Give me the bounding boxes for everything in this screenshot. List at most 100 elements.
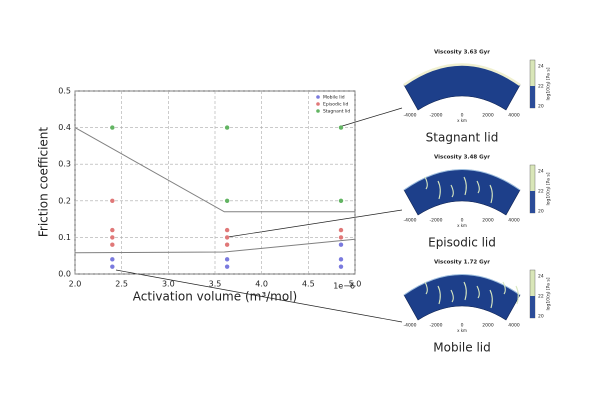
panel-x-tick: -2000 — [429, 323, 442, 329]
panel-label: Mobile lid — [433, 341, 490, 355]
colorbar-tick: 22 — [538, 84, 544, 90]
plume — [476, 180, 480, 194]
point — [110, 264, 115, 269]
point — [110, 125, 115, 130]
plume — [437, 285, 441, 305]
mantle-section — [403, 64, 521, 111]
point — [338, 235, 344, 240]
mantle-section — [403, 169, 521, 216]
plume — [463, 176, 467, 196]
x-tick-label: 2.5 — [115, 280, 128, 289]
point — [110, 257, 115, 262]
panel-title: Viscosity 3.48 Gyr — [434, 155, 490, 161]
mantle-section — [403, 274, 521, 321]
plume — [424, 176, 428, 190]
colorbar-tick: 24 — [538, 169, 544, 175]
plume — [502, 281, 506, 295]
point — [224, 198, 230, 203]
colorbar-low — [530, 296, 535, 318]
y-tick-label: 0.4 — [58, 123, 71, 132]
x-tick-label: 4.0 — [255, 280, 268, 289]
y-tick-label: 0.1 — [58, 233, 71, 242]
plume — [476, 285, 480, 299]
panel-x-tick: 0 — [461, 323, 464, 329]
colorbar-label: log10(η) [Pa s] — [546, 172, 552, 205]
plume — [489, 184, 493, 204]
plume — [424, 281, 428, 295]
colorbar-label: log10(η) [Pa s] — [546, 67, 552, 100]
point — [224, 257, 230, 262]
point — [224, 242, 230, 247]
colorbar-tick: 24 — [538, 64, 544, 70]
point — [338, 227, 344, 233]
panel-x-label: x km — [457, 118, 467, 123]
legend-marker — [316, 102, 320, 106]
plume — [450, 289, 454, 303]
x-tick-label: 2.0 — [69, 280, 82, 289]
colorbar-low — [530, 191, 535, 213]
colorbar-tick: 20 — [538, 209, 544, 215]
panel-x-tick: 0 — [461, 113, 464, 119]
y-tick-label: 0.0 — [58, 270, 71, 279]
panel-x-tick: 4000 — [508, 113, 520, 119]
plume — [437, 180, 441, 200]
point — [338, 198, 344, 203]
panel-x-tick: -2000 — [429, 113, 442, 119]
panel-x-tick: -2000 — [429, 218, 442, 224]
panel-x-tick: -4000 — [403, 218, 416, 224]
panel-x-tick: -4000 — [403, 113, 416, 119]
y-tick-label: 0.2 — [58, 196, 71, 205]
boundary-line — [74, 238, 356, 254]
colorbar-tick: 20 — [538, 104, 544, 110]
legend-marker — [316, 109, 320, 113]
colorbar-tick: 20 — [538, 314, 544, 320]
panel-x-tick: 2000 — [482, 113, 494, 119]
x-tick-label: 5.0 — [349, 280, 362, 289]
x-axis-label: Activation volume (m³/mol) — [133, 290, 297, 304]
x-tick-label: 3.5 — [209, 280, 222, 289]
point — [224, 264, 230, 269]
colorbar-tick: 22 — [538, 189, 544, 195]
x-tick-label: 3.0 — [162, 280, 175, 289]
point — [224, 227, 230, 233]
point — [338, 257, 344, 262]
colorbar-low — [530, 86, 535, 108]
connector — [227, 209, 403, 238]
point — [110, 198, 115, 203]
legend-label: Stagnant lid — [323, 109, 350, 115]
lid-surface — [403, 63, 521, 87]
connector — [338, 107, 403, 128]
connector — [115, 269, 403, 323]
panel-x-tick: -4000 — [403, 323, 416, 329]
panel-title: Viscosity 1.72 Gyr — [434, 260, 490, 266]
y-axis-label: Friction coefficient — [37, 127, 51, 238]
point — [110, 227, 115, 233]
panel-label: Stagnant lid — [426, 131, 499, 145]
point — [224, 235, 230, 240]
plume — [450, 184, 454, 198]
panel-x-tick: 2000 — [482, 323, 494, 329]
colorbar-tick: 22 — [538, 294, 544, 300]
point — [110, 242, 115, 247]
boundary-line — [74, 127, 355, 213]
lid-surface — [403, 169, 521, 191]
connectors — [115, 107, 403, 323]
plume — [489, 289, 493, 309]
lid-surface — [403, 274, 521, 296]
point — [338, 264, 344, 269]
panel-x-tick: 4000 — [508, 218, 520, 224]
y-tick-label: 0.3 — [58, 160, 71, 169]
plume — [515, 285, 519, 305]
point — [110, 235, 115, 240]
point — [338, 125, 344, 130]
panel-x-tick: 4000 — [508, 323, 520, 329]
y-tick-label: 0.5 — [58, 87, 71, 96]
plume — [463, 281, 467, 301]
panel-x-tick: 2000 — [482, 218, 494, 224]
legend-label: Episodic lid — [323, 102, 349, 108]
panel-x-label: x km — [457, 328, 467, 333]
